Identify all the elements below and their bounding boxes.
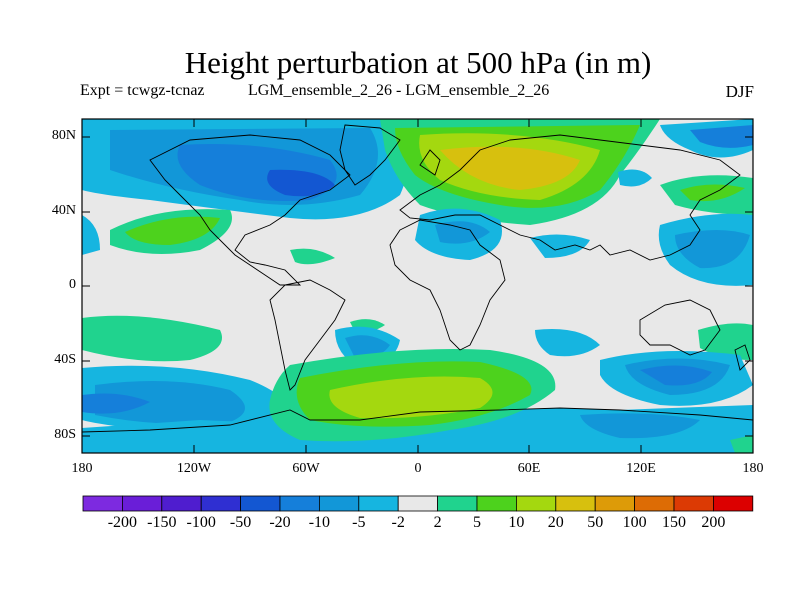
colorbar-swatch	[634, 495, 675, 512]
colorbar-label: 200	[701, 514, 726, 531]
colorbar-label: -5	[352, 514, 366, 531]
colorbar-swatch	[240, 495, 281, 512]
lat-label-80n: 80N	[51, 128, 76, 143]
colorbar-label: -20	[269, 514, 291, 531]
colorbar-label: 150	[662, 514, 686, 531]
greenland-coast	[339, 124, 401, 186]
scandinavia-coast	[419, 149, 441, 176]
contour-field	[82, 119, 753, 453]
colorbar-label: 2	[433, 514, 442, 531]
colorbar-label: -150	[147, 514, 177, 531]
colorbar-label: -200	[107, 514, 138, 531]
colorbar-label: 100	[622, 514, 647, 531]
coastlines	[82, 124, 753, 433]
plot-title: Height perturbation at 500 hPa (in m)	[184, 45, 652, 80]
lon-label-60e: 60E	[517, 461, 541, 476]
colorbar	[82, 495, 754, 512]
colorbar-swatch	[437, 495, 478, 512]
colorbar-label: 5	[473, 514, 481, 531]
colorbar-swatch	[200, 495, 241, 512]
colorbar-swatch	[279, 495, 320, 512]
lat-label-80s: 80S	[54, 427, 76, 442]
new-zealand-coast	[734, 344, 751, 371]
colorbar-label: -100	[186, 514, 216, 531]
eurasia-coast	[399, 134, 741, 261]
colorbar-swatch	[476, 495, 517, 512]
lon-label-120w: 120W	[176, 461, 212, 476]
south-america-coast	[269, 279, 346, 391]
experiment-label: Expt = tcwgz-tcnaz	[80, 82, 205, 99]
colorbar-swatch	[122, 495, 163, 512]
colorbar-swatch	[82, 495, 123, 512]
australia-coast	[639, 299, 721, 356]
colorbar-label: -50	[229, 514, 252, 531]
colorbar-label: -2	[391, 514, 405, 531]
axis-ticks	[82, 119, 753, 453]
colorbar-label: 10	[508, 514, 525, 531]
lon-label-180e: 180	[742, 461, 764, 476]
colorbar-swatch	[358, 495, 399, 512]
colorbar-swatch	[594, 495, 636, 512]
colorbar-swatch	[516, 495, 557, 512]
colorbar-label: 20	[547, 514, 564, 531]
lat-label-40s: 40S	[54, 352, 76, 367]
lat-label-40n: 40N	[51, 203, 76, 218]
runs-label: LGM_ensemble_2_26 - LGM_ensemble_2_26	[248, 82, 550, 99]
africa-coast	[389, 219, 506, 351]
colorbar-swatch	[673, 495, 714, 512]
colorbar-label: 50	[587, 514, 604, 531]
lon-label-120e: 120E	[626, 461, 656, 476]
colorbar-swatch	[713, 495, 754, 512]
lon-label-60w: 60W	[292, 461, 320, 476]
season-label: DJF	[725, 82, 754, 101]
lat-label-0: 0	[69, 277, 76, 292]
lon-label-180w: 180	[71, 461, 93, 476]
lon-label-0: 0	[414, 461, 422, 476]
colorbar-swatch	[555, 495, 596, 512]
colorbar-swatch	[161, 495, 202, 512]
colorbar-swatch	[318, 495, 360, 512]
antarctica-coast	[82, 407, 753, 433]
colorbar-swatch	[397, 495, 439, 512]
colorbar-label: -10	[308, 514, 331, 531]
north-america-coast	[149, 134, 351, 286]
